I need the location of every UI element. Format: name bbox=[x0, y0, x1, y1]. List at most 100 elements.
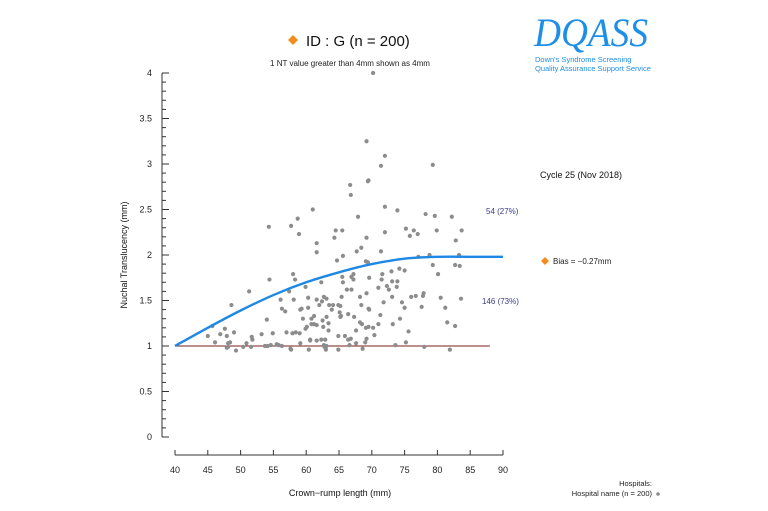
dqass-logo: DQASS Down's Syndrome Screening Quality … bbox=[533, 10, 651, 73]
data-point bbox=[332, 235, 337, 240]
data-point bbox=[228, 340, 233, 345]
data-point bbox=[284, 330, 289, 335]
data-point bbox=[443, 305, 448, 310]
data-point bbox=[224, 345, 229, 350]
data-point bbox=[411, 228, 416, 233]
data-point bbox=[413, 293, 418, 299]
data-point bbox=[340, 253, 346, 259]
data-point bbox=[365, 260, 370, 265]
data-point bbox=[262, 343, 267, 349]
data-point bbox=[247, 289, 252, 294]
data-point bbox=[406, 329, 411, 334]
data-point bbox=[376, 322, 381, 327]
data-point bbox=[324, 314, 329, 319]
data-point bbox=[351, 272, 356, 277]
data-point bbox=[430, 162, 435, 168]
data-point bbox=[364, 235, 369, 240]
data-point bbox=[241, 344, 246, 350]
data-point bbox=[353, 328, 359, 333]
data-point bbox=[409, 294, 414, 299]
y-tick-label: 2.5 bbox=[139, 205, 152, 215]
data-point bbox=[264, 317, 269, 322]
data-point bbox=[390, 294, 395, 299]
data-point bbox=[353, 341, 359, 346]
data-point bbox=[347, 342, 352, 348]
data-point bbox=[295, 216, 300, 221]
x-tick-label: 75 bbox=[400, 465, 410, 475]
data-point bbox=[319, 299, 325, 304]
data-point bbox=[366, 178, 371, 183]
data-point bbox=[346, 312, 351, 317]
data-point bbox=[421, 291, 426, 296]
data-point bbox=[378, 163, 384, 168]
data-point bbox=[289, 223, 294, 228]
data-point bbox=[419, 304, 424, 309]
data-point bbox=[378, 249, 384, 254]
data-point bbox=[395, 279, 400, 284]
data-point bbox=[233, 348, 239, 353]
data-point bbox=[338, 314, 343, 319]
data-point bbox=[382, 153, 388, 158]
data-point bbox=[390, 322, 395, 327]
y-tick-label: 0.5 bbox=[139, 387, 152, 397]
data-point bbox=[291, 297, 296, 302]
data-point bbox=[364, 139, 369, 144]
data-point bbox=[300, 316, 306, 321]
data-point bbox=[222, 326, 227, 331]
y-tick-label: 1.5 bbox=[139, 296, 152, 306]
data-point bbox=[397, 266, 402, 271]
x-tick-label: 45 bbox=[203, 465, 213, 475]
data-point bbox=[288, 346, 293, 351]
data-point bbox=[372, 332, 377, 338]
data-point bbox=[326, 321, 331, 326]
data-point bbox=[340, 274, 345, 279]
data-point bbox=[278, 297, 283, 302]
above-curve-count: 54 (27%) bbox=[486, 207, 519, 216]
data-point bbox=[453, 262, 458, 268]
data-point bbox=[279, 306, 285, 311]
data-point bbox=[458, 296, 464, 301]
chart-note: 1 NT value greater than 4mm shown as 4mm bbox=[270, 59, 430, 68]
data-point bbox=[386, 287, 391, 292]
data-point bbox=[322, 344, 327, 350]
data-point bbox=[357, 294, 363, 299]
legend-point-marker bbox=[656, 492, 660, 496]
data-point bbox=[283, 309, 288, 314]
data-point bbox=[311, 313, 317, 319]
data-point bbox=[344, 287, 349, 292]
data-point bbox=[336, 333, 341, 339]
bias-label: Bias = −0.27mm bbox=[553, 257, 612, 266]
data-point bbox=[323, 337, 328, 342]
data-point bbox=[378, 312, 383, 318]
data-point bbox=[231, 330, 237, 335]
x-tick-label: 80 bbox=[432, 465, 442, 475]
data-point bbox=[259, 332, 264, 337]
data-point bbox=[382, 230, 388, 235]
data-point bbox=[287, 289, 292, 294]
below-curve-count: 146 (73%) bbox=[482, 297, 519, 306]
data-point bbox=[309, 322, 314, 327]
data-point bbox=[359, 245, 364, 250]
data-point bbox=[376, 285, 381, 290]
data-point bbox=[381, 300, 386, 305]
data-point bbox=[333, 228, 338, 233]
data-point bbox=[292, 277, 298, 282]
y-axis-label: Nuchal Translucency (mm) bbox=[119, 201, 129, 308]
data-point bbox=[274, 342, 279, 347]
data-point bbox=[382, 204, 388, 209]
y-tick-label: 2 bbox=[147, 250, 152, 260]
data-point bbox=[394, 284, 399, 289]
bias-diamond-icon bbox=[541, 257, 549, 265]
data-point bbox=[389, 269, 394, 274]
data-point bbox=[367, 275, 372, 280]
data-point bbox=[314, 322, 319, 328]
data-point bbox=[314, 297, 319, 302]
data-point bbox=[279, 343, 285, 349]
data-point bbox=[212, 340, 218, 345]
data-point bbox=[349, 287, 354, 292]
data-point bbox=[320, 318, 325, 323]
data-point bbox=[449, 214, 454, 219]
data-point bbox=[359, 302, 364, 308]
data-point bbox=[303, 326, 308, 331]
data-point bbox=[422, 344, 427, 350]
